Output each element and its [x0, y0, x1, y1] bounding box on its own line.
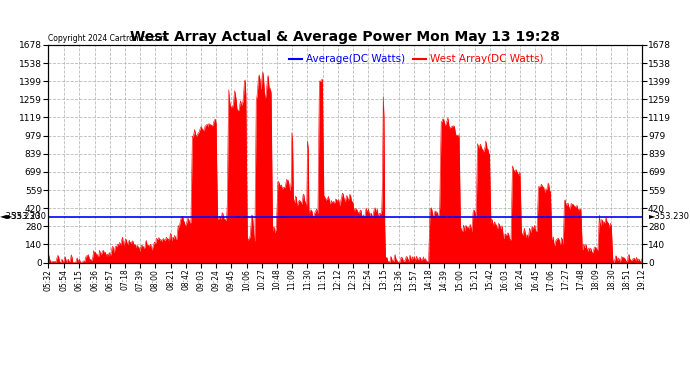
Text: ►353.230: ►353.230 [6, 212, 47, 221]
Legend: Average(DC Watts), West Array(DC Watts): Average(DC Watts), West Array(DC Watts) [285, 50, 548, 69]
Text: Copyright 2024 Cartronics.com: Copyright 2024 Cartronics.com [48, 34, 168, 43]
Text: ◄353.230: ◄353.230 [1, 212, 41, 221]
Title: West Array Actual & Average Power Mon May 13 19:28: West Array Actual & Average Power Mon Ma… [130, 30, 560, 44]
Text: ►353.230: ►353.230 [649, 212, 689, 221]
